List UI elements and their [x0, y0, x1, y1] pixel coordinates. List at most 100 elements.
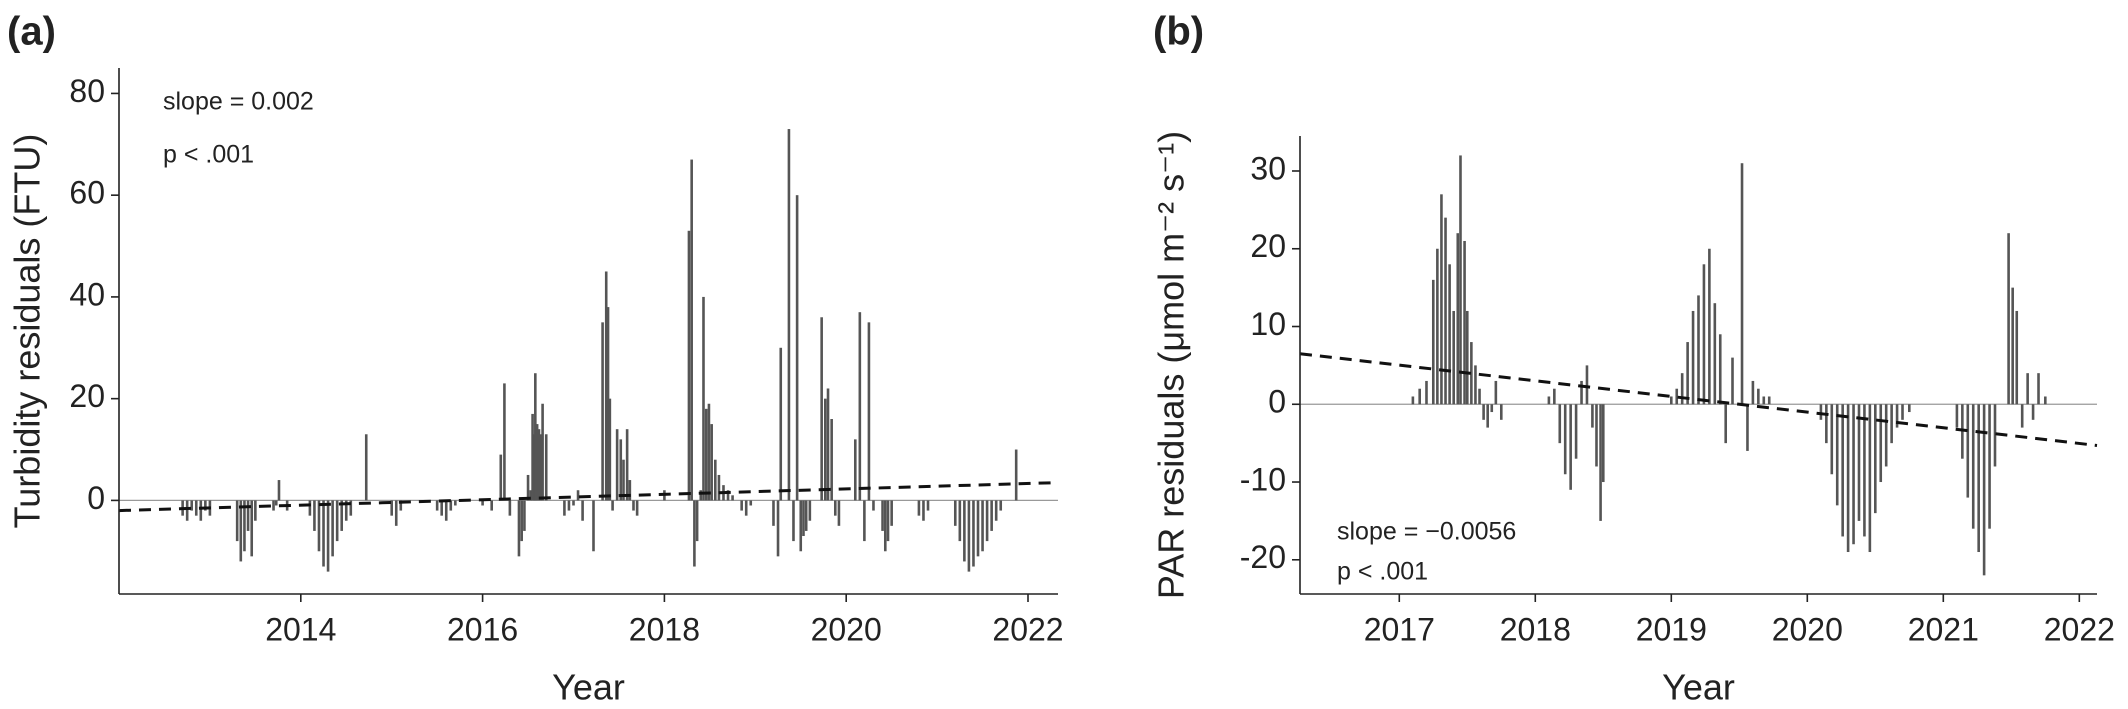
y-tick-label: 20 [1250, 228, 1286, 264]
bar [2020, 404, 2024, 428]
bar [481, 500, 484, 506]
bar [792, 500, 795, 542]
bar [1966, 404, 1970, 498]
bar [1825, 404, 1828, 444]
bar [1490, 404, 1494, 413]
y-tick-label: -20 [1240, 539, 1286, 575]
bar [635, 500, 639, 516]
bar [604, 271, 608, 501]
x-tick-label: 2018 [1500, 611, 1571, 647]
bar [883, 500, 887, 552]
bar [615, 429, 619, 501]
bar [1494, 380, 1498, 405]
bar [619, 439, 623, 501]
bar [1895, 404, 1899, 428]
bar [529, 490, 533, 501]
annotation: p < .001 [1337, 558, 1428, 586]
bar [1835, 404, 1839, 506]
bar [830, 419, 833, 501]
bar [740, 500, 743, 511]
bar [1708, 248, 1711, 405]
bar [1463, 240, 1466, 405]
bar [608, 398, 612, 501]
bar [714, 459, 717, 501]
bar [2007, 233, 2010, 405]
bar [693, 500, 696, 567]
bar [1431, 279, 1435, 405]
bar [823, 398, 827, 501]
bar [204, 500, 207, 511]
bar [1418, 388, 1421, 405]
bar [820, 317, 823, 501]
x-tick-label: 2021 [1908, 611, 1979, 647]
bar [274, 500, 278, 506]
bar [690, 159, 693, 501]
x-tick-label: 2022 [2044, 611, 2115, 647]
bar [1599, 404, 1602, 521]
bar [322, 500, 325, 567]
bar [535, 424, 539, 501]
bar [1595, 404, 1598, 467]
bar [1553, 388, 1556, 405]
bar [611, 500, 614, 511]
bar [517, 500, 521, 557]
bar [563, 500, 566, 516]
bar [890, 500, 893, 526]
bar [364, 434, 368, 501]
bar [2044, 396, 2047, 405]
bar [858, 312, 862, 501]
panel-label: (b) [1153, 10, 1204, 54]
bar [1436, 248, 1439, 405]
bar [772, 500, 775, 526]
bar [243, 500, 246, 552]
bar [1874, 404, 1877, 514]
x-axis-title: Year [1662, 667, 1735, 708]
bar [454, 500, 457, 506]
bar [863, 500, 866, 542]
bar [976, 500, 980, 557]
bar [985, 500, 989, 542]
bar [394, 500, 398, 526]
trend-line [118, 481, 1059, 513]
bar [1680, 373, 1684, 405]
bar [926, 500, 930, 511]
y-tick-label: -10 [1240, 461, 1286, 497]
bar [826, 388, 830, 501]
panel-label: (a) [7, 10, 56, 54]
bar [331, 500, 334, 557]
bar [185, 500, 189, 521]
bar [444, 500, 448, 521]
bar [953, 500, 957, 526]
bar [1411, 396, 1415, 405]
bar [1452, 310, 1455, 405]
bar [1444, 217, 1447, 405]
bar [833, 500, 837, 516]
bar [1569, 404, 1572, 490]
bar [1841, 404, 1844, 537]
bar [1740, 163, 1744, 405]
bar [808, 500, 812, 521]
bar [837, 500, 841, 526]
bar [2011, 287, 2014, 405]
bar [1456, 233, 1460, 405]
bar [435, 500, 439, 511]
bar [1908, 404, 1911, 413]
annotation: slope = 0.002 [163, 88, 314, 116]
bar [235, 500, 239, 542]
bar [326, 500, 330, 572]
bar [272, 500, 275, 511]
bar [1669, 396, 1673, 405]
bar [581, 500, 584, 521]
bar [313, 500, 316, 531]
bar [1988, 404, 1991, 529]
bar [1982, 404, 1986, 576]
bar [1697, 295, 1700, 405]
bar [1857, 404, 1861, 521]
bar [702, 296, 705, 501]
bar [1563, 404, 1567, 475]
bar [632, 500, 635, 511]
bar [1474, 365, 1477, 405]
bar [1868, 404, 1872, 553]
bar [779, 347, 783, 501]
